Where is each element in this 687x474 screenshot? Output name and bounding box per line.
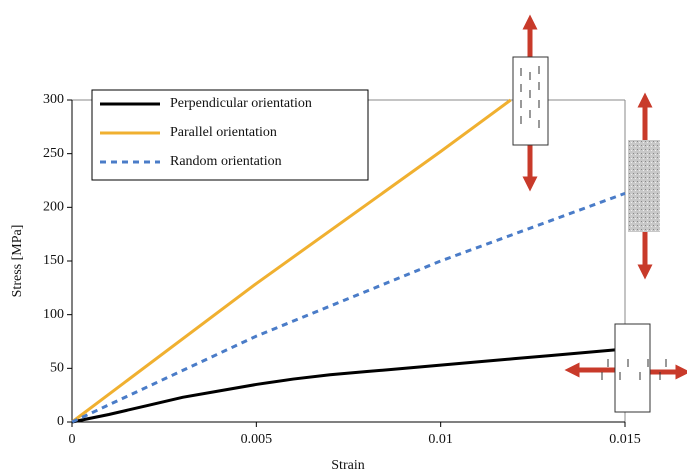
series-line — [71, 191, 626, 424]
y-axis-label: Stress [MPa] — [10, 225, 25, 298]
series-line — [71, 98, 512, 424]
x-tick-label: 0.01 — [428, 432, 453, 447]
y-tick-label: 250 — [43, 146, 64, 161]
y-tick-label: 100 — [43, 307, 64, 322]
legend-label: Parallel orientation — [170, 125, 277, 140]
x-axis-label: Strain — [331, 458, 364, 473]
specimen-icons — [512, 14, 687, 413]
legend-label: Perpendicular orientation — [170, 96, 312, 111]
legend-label: Random orientation — [170, 154, 282, 169]
y-tick-label: 200 — [43, 200, 64, 215]
y-tick-label: 50 — [50, 361, 64, 376]
y-tick-label: 300 — [43, 92, 64, 107]
x-tick-label: 0.005 — [241, 432, 273, 447]
y-tick-label: 150 — [43, 253, 64, 268]
x-tick-label: 0.015 — [609, 432, 641, 447]
series-line — [71, 347, 626, 424]
y-tick-label: 0 — [57, 414, 64, 429]
x-tick-label: 0 — [69, 432, 76, 447]
